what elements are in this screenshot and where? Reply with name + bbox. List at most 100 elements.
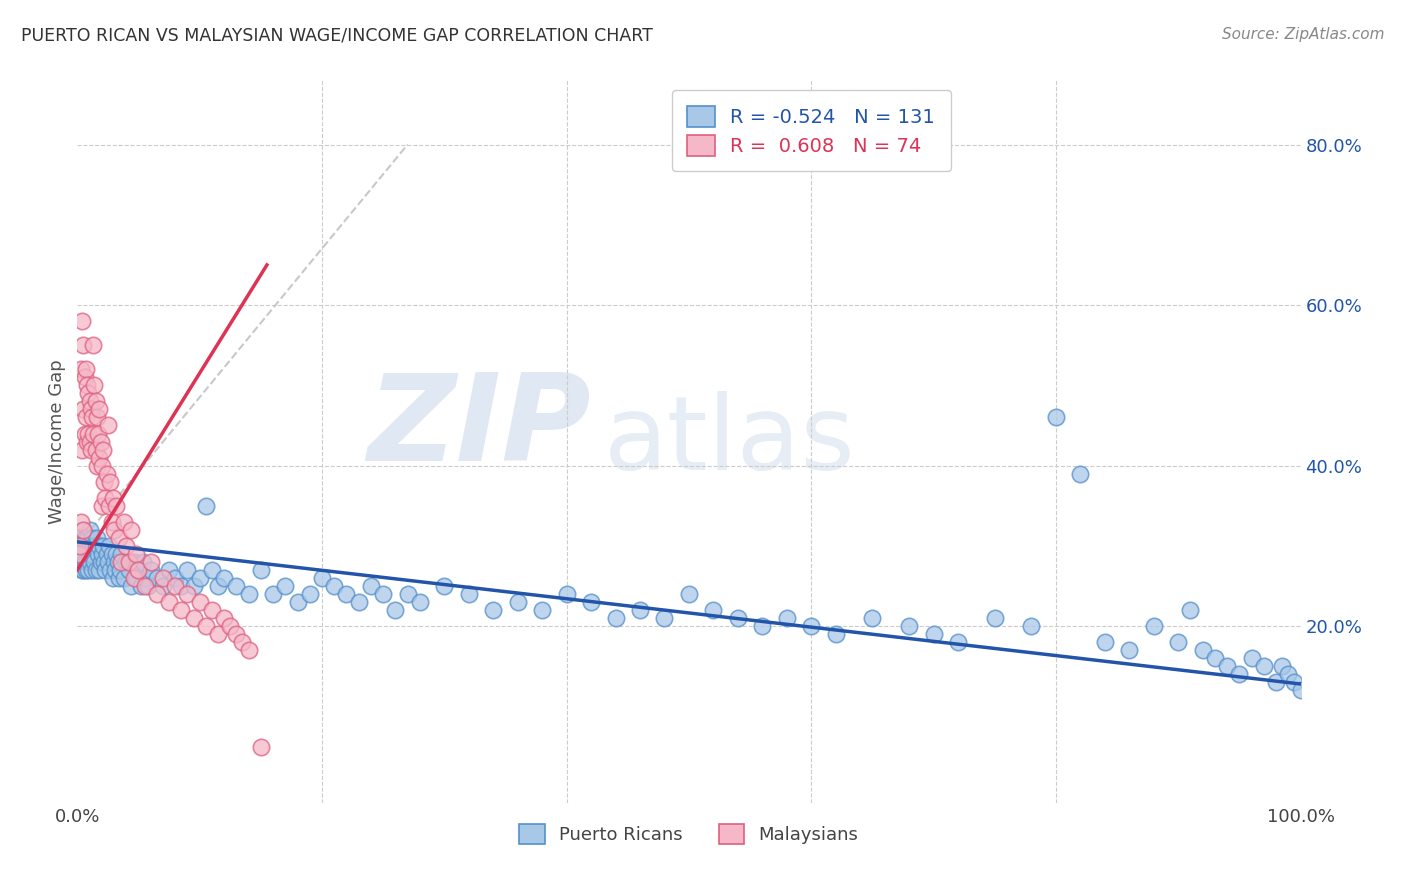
Point [579,595,602,609]
Point [238,643,260,657]
Text: PUERTO RICAN VS MALAYSIAN WAGE/INCOME GAP CORRELATION CHART: PUERTO RICAN VS MALAYSIAN WAGE/INCOME GA… [21,27,652,45]
Point [76,378,98,392]
Point [100,515,122,529]
Point [79,523,101,537]
Point [194,499,217,513]
Point [94,491,117,505]
Point [91,539,114,553]
Point [69,539,91,553]
Point [79,555,101,569]
Point [194,619,217,633]
Point [90,434,112,449]
Point [103,523,125,537]
Point [120,523,142,537]
Point [335,587,357,601]
Point [70,539,93,553]
Point [347,595,370,609]
Point [157,595,180,609]
Point [70,442,93,457]
Point [134,579,156,593]
Point [1271,659,1294,673]
Point [531,603,554,617]
Point [72,563,94,577]
Point [80,410,103,425]
Point [1240,651,1263,665]
Point [82,338,104,352]
Point [201,563,224,577]
Point [93,555,115,569]
Point [170,603,193,617]
Point [605,611,627,625]
Point [75,410,97,425]
Point [75,362,97,376]
Point [86,410,108,425]
Point [87,547,110,561]
Point [1094,635,1116,649]
Point [219,619,242,633]
Point [984,611,1007,625]
Point [94,563,117,577]
Point [80,442,103,457]
Point [371,587,394,601]
Point [73,426,96,441]
Point [80,547,103,561]
Point [298,587,321,601]
Point [188,571,211,585]
Point [1216,659,1239,673]
Point [69,531,91,545]
Point [409,595,432,609]
Point [628,603,651,617]
Point [125,547,148,561]
Point [80,563,103,577]
Point [1167,635,1189,649]
Point [86,531,108,545]
Point [1045,410,1067,425]
Point [76,531,98,545]
Point [1284,675,1306,690]
Point [183,611,205,625]
Point [250,739,273,754]
Point [118,555,141,569]
Point [79,539,101,553]
Point [800,619,823,633]
Point [76,434,98,449]
Point [207,579,229,593]
Point [946,635,969,649]
Point [323,579,346,593]
Point [1069,467,1091,481]
Point [212,571,235,585]
Point [84,563,107,577]
Point [69,547,91,561]
Point [77,386,100,401]
Point [70,515,93,529]
Point [201,603,224,617]
Point [824,627,846,641]
Point [93,475,115,489]
Point [105,547,128,561]
Point [1180,603,1202,617]
Point [89,402,111,417]
Point [125,571,148,585]
Point [165,571,187,585]
Point [77,539,100,553]
Point [1289,683,1312,698]
Point [231,635,253,649]
Point [1191,643,1213,657]
Point [67,539,90,553]
Point [727,611,749,625]
Point [104,563,127,577]
Point [274,579,297,593]
Text: atlas: atlas [603,391,855,492]
Point [751,619,773,633]
Point [922,627,945,641]
Point [118,563,141,577]
Point [105,499,128,513]
Point [110,547,132,561]
Point [80,402,103,417]
Point [110,555,132,569]
Point [72,547,94,561]
Point [75,539,97,553]
Point [82,539,104,553]
Text: ZIP: ZIP [367,368,591,485]
Point [84,539,107,553]
